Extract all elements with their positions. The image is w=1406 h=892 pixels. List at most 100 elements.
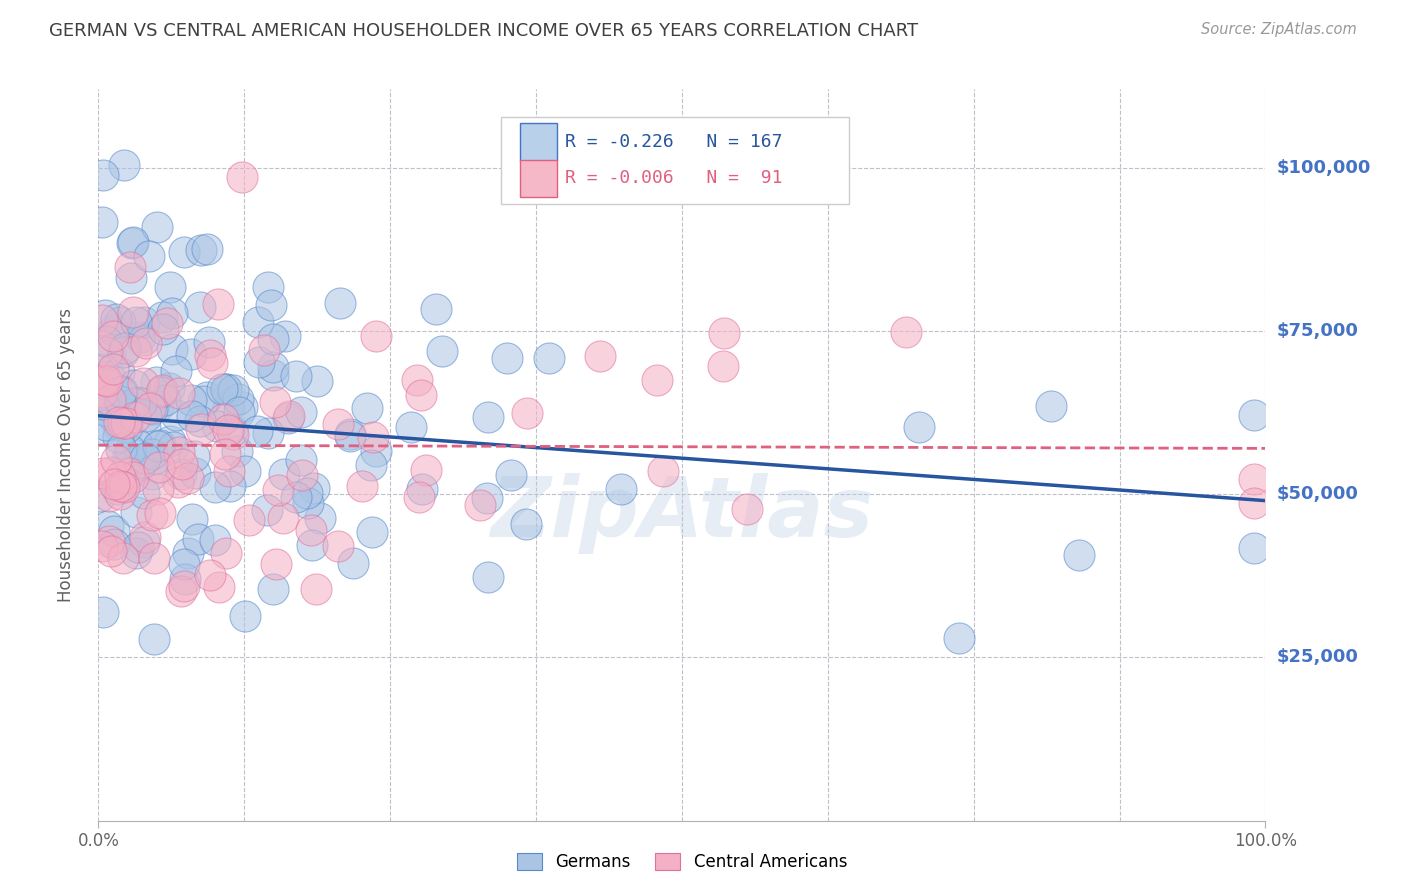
Point [226,392,249,406]
Point [339,426,361,441]
Point [108,470,131,484]
Point [94,308,117,322]
Point [425,302,447,317]
Point [360,524,382,539]
Point [110,315,132,329]
Point [108,364,131,378]
Point [149,438,172,452]
Point [217,423,239,437]
Point [138,249,160,263]
Point [110,385,132,400]
Point [274,329,297,343]
Point [221,424,243,438]
Point [231,170,253,185]
Point [328,539,350,553]
Point [183,449,205,463]
Point [117,449,139,463]
Point [284,490,307,504]
Point [160,342,183,356]
Point [115,416,138,430]
Point [100,544,122,558]
Text: $50,000: $50,000 [1277,485,1358,503]
Point [118,466,141,480]
Point [112,476,135,491]
Point [90,312,112,326]
Point [141,447,163,461]
Point [496,351,519,365]
Point [364,443,387,458]
Point [277,411,299,425]
Point [195,390,218,404]
Text: Source: ZipAtlas.com: Source: ZipAtlas.com [1201,22,1357,37]
Point [908,420,931,434]
Point [134,418,156,433]
Point [115,420,138,434]
Point [180,347,202,361]
Point [256,425,278,440]
Point [100,466,122,480]
Point [121,305,143,319]
Point [609,482,631,496]
Point [1243,472,1265,486]
Point [103,323,125,337]
Point [91,397,114,411]
Point [173,244,195,259]
Point [477,569,499,583]
Point [148,460,170,475]
Point [262,360,284,375]
Point [432,343,454,358]
Point [112,416,135,430]
Point [141,508,163,522]
Point [156,316,179,330]
Point [190,243,212,257]
Point [91,215,114,229]
Point [115,461,138,475]
Point [124,410,146,425]
Point [167,386,190,401]
Point [98,346,121,360]
Point [1069,548,1091,562]
Point [98,392,121,407]
Text: $100,000: $100,000 [1277,159,1371,177]
Point [894,325,917,339]
Point [98,533,121,548]
Point [329,296,352,310]
Point [135,409,157,424]
Point [98,369,121,384]
Point [711,359,734,374]
Point [100,408,122,422]
Point [262,582,284,596]
Point [132,333,155,347]
Point [184,466,207,480]
Point [253,343,276,357]
Point [247,355,270,369]
Text: $75,000: $75,000 [1277,322,1358,340]
Point [217,401,239,415]
Point [94,417,117,432]
Point [211,383,233,397]
Point [222,383,245,397]
Point [360,458,382,472]
Point [160,306,183,320]
Point [89,489,111,503]
Point [246,424,269,438]
Point [190,422,212,436]
Point [150,310,173,325]
Point [141,467,163,481]
Point [148,439,170,453]
Point [195,242,218,256]
Point [257,280,280,294]
Point [215,546,238,560]
Point [411,388,433,402]
Point [94,376,117,391]
Point [142,632,165,646]
Point [125,505,148,519]
Point [105,482,128,496]
Point [477,410,499,425]
Point [108,393,131,408]
Point [207,296,229,310]
Point [118,398,141,412]
Point [170,584,193,599]
Point [647,373,669,387]
Point [107,418,129,433]
